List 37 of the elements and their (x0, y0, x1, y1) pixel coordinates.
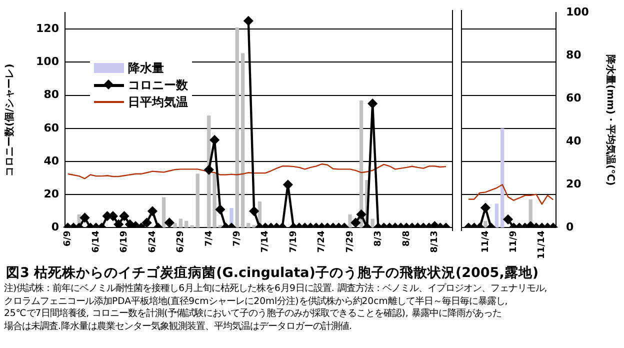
y-tick-label: 0 (51, 220, 60, 234)
y-tick-label: 120 (36, 22, 60, 36)
x-tick-label: 6/29 (176, 230, 186, 253)
y-tick-label: 40 (44, 154, 60, 168)
y2-tick-label: 20 (566, 178, 582, 191)
x-tick-label: 11/9 (509, 230, 520, 253)
text: 図3 枯死株からのイチゴ炭疽病菌(G.cingulata)子のう胞子の飛散状況(2005,露地) (6, 264, 540, 282)
y2-tick-label: 80 (566, 48, 582, 62)
x-tick-label: 6/19 (120, 230, 130, 253)
y-tick-label: 100 (36, 55, 60, 68)
x-tick-label: 8/8 (402, 230, 412, 246)
y2-tick-label: 60 (566, 91, 582, 104)
text: クロラムフェニコール添加PDA平板培地(直径9cmシャーレに20ml分注)を供試株から約20cm離して半日～毎日毎に暴露し, (4, 296, 509, 308)
x-tick-label: 6/9 (63, 230, 74, 246)
x-tick-label: 11/4 (480, 230, 491, 253)
x-tick-label: 8/13 (430, 230, 440, 253)
x-tick-label: 7/29 (345, 230, 356, 253)
x-tick-label: 6/14 (91, 230, 102, 253)
text: 注)供試株：前年にベノミル耐性菌を接種し6月上旬に枯死した株を6月9日に設置. 調査方法：ベノミル、イプロジオン、フェナリモル, (4, 283, 548, 296)
y2-tick-label: 0 (566, 220, 574, 234)
y2-tick-label: 40 (566, 134, 582, 148)
x-tick-label: 8/3 (374, 230, 384, 246)
y-tick-label: 80 (44, 88, 60, 102)
y-tick-label: 60 (44, 121, 60, 134)
x-tick-label: 7/24 (317, 230, 328, 253)
x-tick-label: 6/24 (148, 230, 158, 253)
y2-axis-title: 降水量(mm)・平均気温(℃) (604, 54, 616, 186)
x-tick-label: 7/14 (260, 230, 271, 253)
text: 25℃で7日間培養後, コロニー数を計測(予備試験において子のう胞子のみが採取できることを確認), 暴露中に降雨があった (4, 308, 502, 320)
text: 場合は未調査.降水量は農業センター気象観測装置、平均気温はデータロガーの計測値. (4, 320, 353, 333)
y2-tick-label: 100 (566, 5, 590, 18)
x-tick-label: 7/4 (204, 230, 214, 246)
y-tick-label: 20 (44, 187, 60, 200)
x-tick-label: 7/9 (232, 230, 242, 246)
y-axis-title: コロニー数(個/シャーレ) (4, 64, 16, 177)
x-tick-label: 7/19 (288, 230, 299, 253)
x-tick-label: 11/14 (537, 230, 548, 260)
